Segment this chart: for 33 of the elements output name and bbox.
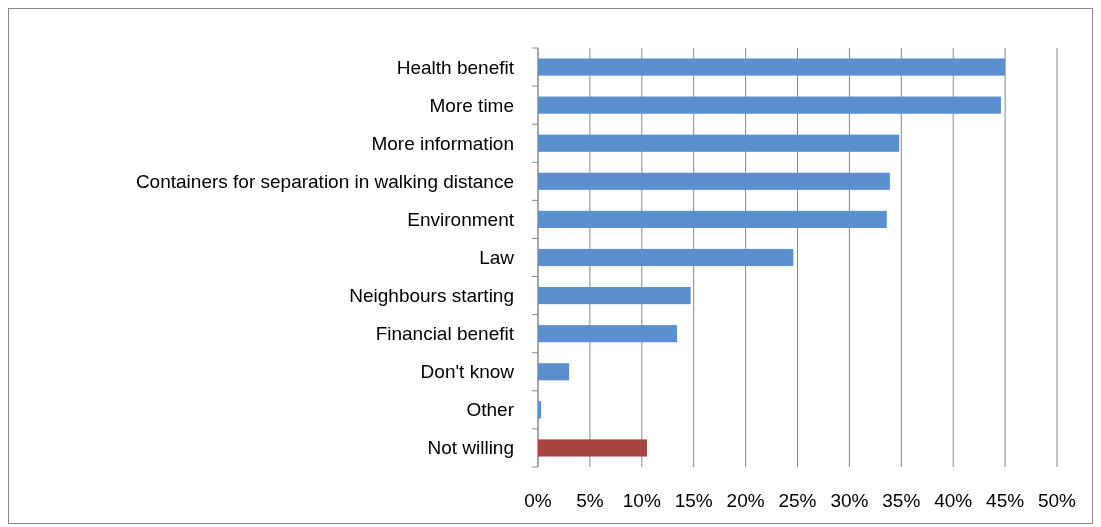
y-tick-label: More time [429, 94, 514, 116]
bar [538, 248, 794, 267]
y-tick-label: Health benefit [396, 56, 515, 78]
x-tick-label: 10% [622, 489, 661, 511]
bar [538, 325, 678, 343]
bar [538, 401, 542, 419]
bar [538, 363, 570, 381]
bar [538, 210, 887, 228]
x-tick-label: 40% [934, 489, 973, 511]
bar [538, 96, 1001, 114]
y-tick-label: Other [466, 399, 515, 421]
y-tick-label: Neighbours starting [349, 285, 514, 307]
y-tick-label: Containers for separation in walking distance [135, 170, 514, 192]
bar [538, 58, 1006, 76]
x-tick-label: 30% [830, 489, 869, 511]
bar [538, 439, 647, 457]
x-tick-label: 15% [674, 489, 713, 511]
x-tick-label: 35% [882, 489, 921, 511]
y-tick-label: Law [479, 247, 515, 268]
y-tick-label: Environment [407, 208, 515, 230]
y-tick-label: Don't know [420, 361, 515, 383]
y-tick-label: Financial benefit [375, 323, 515, 345]
bar [538, 172, 890, 190]
bar [538, 287, 691, 305]
x-tick-label: 45% [986, 489, 1025, 511]
y-tick-label: Not willing [427, 437, 514, 459]
x-tick-label: 5% [576, 489, 604, 511]
x-tick-label: 50% [1037, 489, 1077, 511]
x-tick-label: 0% [524, 489, 552, 511]
x-tick-label: 20% [726, 489, 765, 511]
bar [538, 134, 900, 152]
y-tick-label: More information [371, 132, 514, 154]
x-tick-label: 25% [778, 489, 817, 511]
